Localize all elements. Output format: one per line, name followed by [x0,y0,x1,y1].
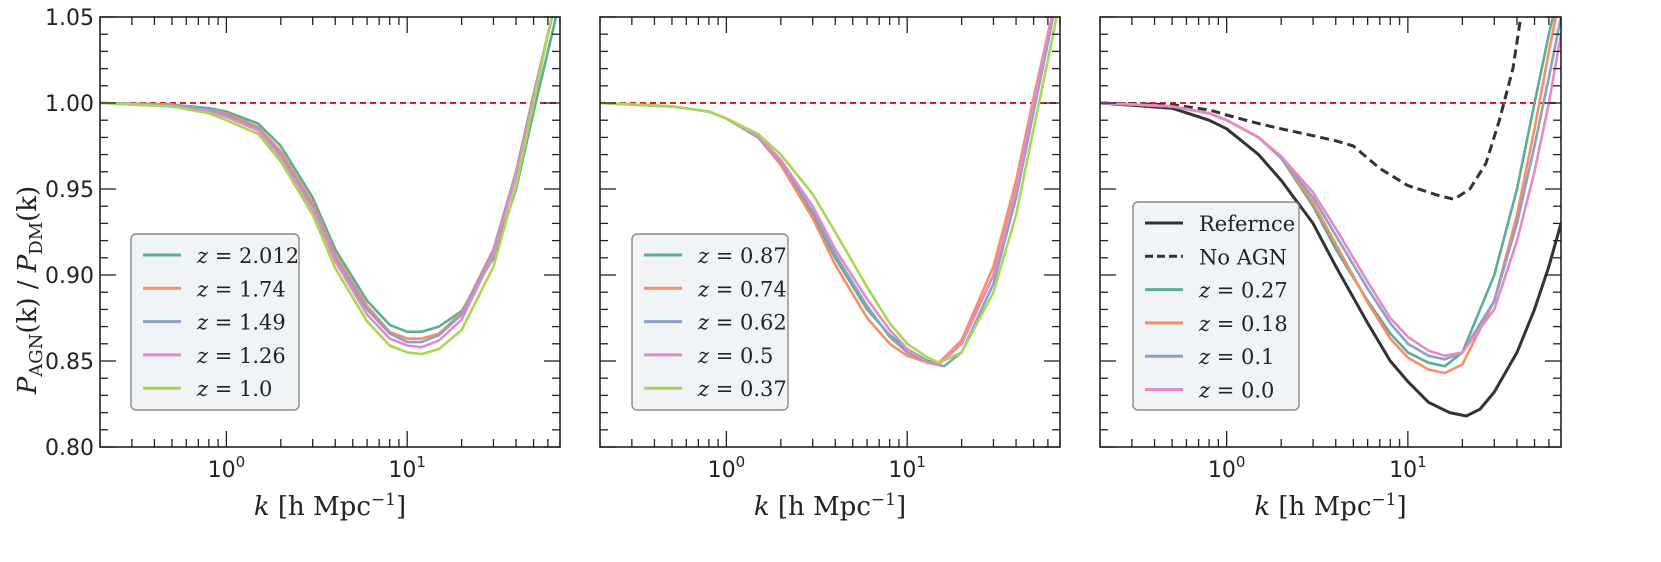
series-line-6 [1100,33,1561,358]
x-axis-label: k [h Mpc−1] [254,490,406,522]
legend-label: z = 0.5 [697,344,773,368]
chart-panel-2: 100 101 k [h Mpc−1] z = 0.87 z = 0.74 z = 0.6… [599,16,1061,522]
series-group [100,17,558,356]
y-tick-label: 0.85 [45,350,94,375]
plot-frame [1099,16,1562,448]
plot-frame [99,16,561,448]
legend-box [1132,201,1300,411]
y-tick-label: 0.90 [45,264,94,289]
legend: z = 2.012 z = 1.74 z = 1.49 z = 1.26 z = 1.0 [130,233,300,411]
legend: Refernce No AGN z = 0.27 z = 0.18 z = 0.1 z =… [1132,201,1300,411]
series-line-1 [1100,101,1561,418]
x-axis-label: k [h Mpc−1] [754,490,906,522]
chart-panel-3: 100 101 k [h Mpc−1] Refernce No AGN z = 0.27 z… [1099,16,1562,522]
x-tick-label: 100 [708,453,746,483]
legend-label: z = 0.62 [697,311,787,335]
legend-label: z = 1.0 [196,377,272,401]
series-line-5 [600,17,1058,364]
legend-label: z = 0.0 [1198,379,1274,403]
legend-label: z = 0.18 [1198,312,1288,336]
legend-label: z = 0.27 [1198,279,1288,303]
y-axis-label: PAGN(k) / PDM(k) [13,186,47,395]
plot-frame [599,16,1061,448]
legend-label: z = 0.87 [697,244,787,268]
series-group [1100,17,1561,418]
legend-label: z = 1.26 [196,344,286,368]
legend-label: Refernce [1199,212,1295,236]
x-tick-label: 100 [208,453,246,483]
legend-label: z = 0.74 [697,277,787,301]
x-tick-label: 101 [1389,453,1427,483]
chart-panel-1: 0.80 0.85 0.90 0.95 1.00 1.05 100 101 k [h Mpc−1… [45,6,561,522]
legend-label: z = 0.37 [697,377,787,401]
series-line-5 [100,17,554,356]
series-group [600,17,1058,368]
y-tick-label: 0.80 [45,436,94,461]
x-axis-label: k [h Mpc−1] [1254,490,1406,522]
x-tick-label: 101 [388,453,426,483]
legend-label: z = 0.1 [1198,345,1274,369]
legend-label: z = 1.49 [196,311,286,335]
x-tick-label: 101 [888,453,926,483]
legend-label: z = 2.012 [196,244,299,268]
y-tick-label: 1.05 [45,6,94,31]
y-tick-label: 1.00 [45,92,94,117]
y-tick-label: 0.95 [45,178,94,203]
legend-box [631,233,789,411]
legend: z = 0.87 z = 0.74 z = 0.62 z = 0.5 z = 0.37 [631,233,789,411]
x-tick-label: 100 [1208,453,1246,483]
legend-box [130,233,300,411]
legend-label: No AGN [1199,245,1287,269]
series-line-4 [100,17,554,349]
legend-label: z = 1.74 [196,277,286,301]
